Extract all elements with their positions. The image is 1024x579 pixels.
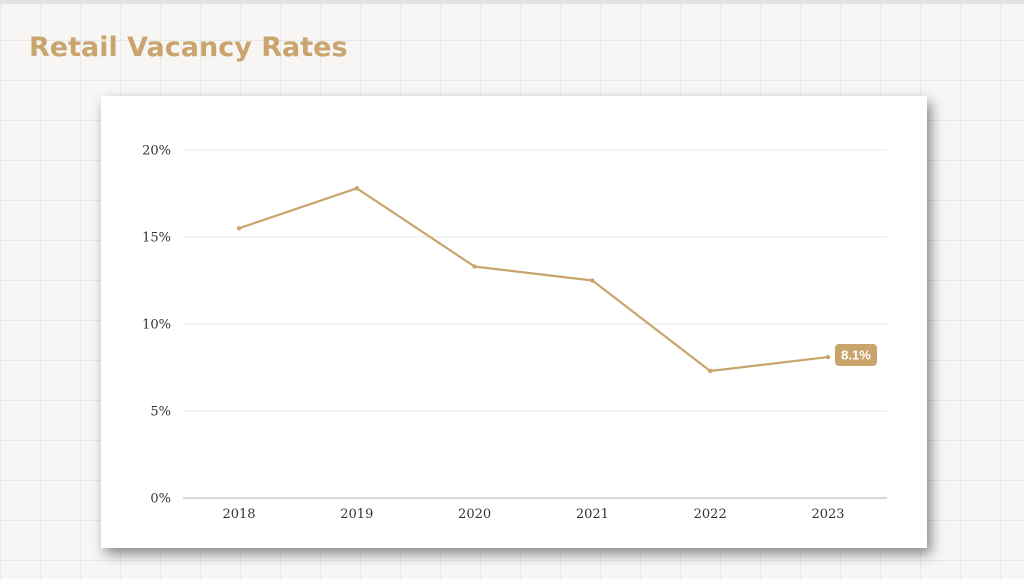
value-badge bbox=[835, 344, 877, 367]
y-tick-label: 0% bbox=[150, 492, 171, 507]
series-line bbox=[237, 187, 830, 373]
x-tick-label: 2020 bbox=[458, 507, 491, 522]
data-point bbox=[354, 186, 359, 191]
x-tick-label: 2022 bbox=[694, 507, 727, 522]
data-point bbox=[590, 278, 595, 283]
x-tick-label: 2023 bbox=[811, 507, 844, 522]
slide-title: Retail Vacancy Rates bbox=[29, 32, 348, 63]
top-strip bbox=[0, 0, 1024, 4]
data-point bbox=[708, 368, 713, 374]
y-tick-label: 10% bbox=[142, 318, 171, 333]
value-badge-label: 8.1% bbox=[841, 348, 871, 363]
data-point bbox=[825, 354, 831, 360]
x-tick-label: 2018 bbox=[222, 507, 255, 522]
x-tick-label: 2021 bbox=[576, 507, 609, 522]
y-tick-label: 20% bbox=[142, 144, 171, 159]
data-point bbox=[236, 226, 242, 231]
line-chart: 0% 5% 10% 15% 20% 2018 2019 2020 2021 2022 2023 8.1… bbox=[142, 144, 887, 522]
x-tick-label: 2019 bbox=[340, 507, 373, 522]
data-point bbox=[472, 264, 477, 269]
y-tick-label: 5% bbox=[150, 405, 171, 420]
chart-card: 0% 5% 10% 15% 20% 2018 2019 2020 2021 2022 2023 8.1… bbox=[101, 96, 927, 548]
y-tick-label: 15% bbox=[142, 231, 171, 246]
